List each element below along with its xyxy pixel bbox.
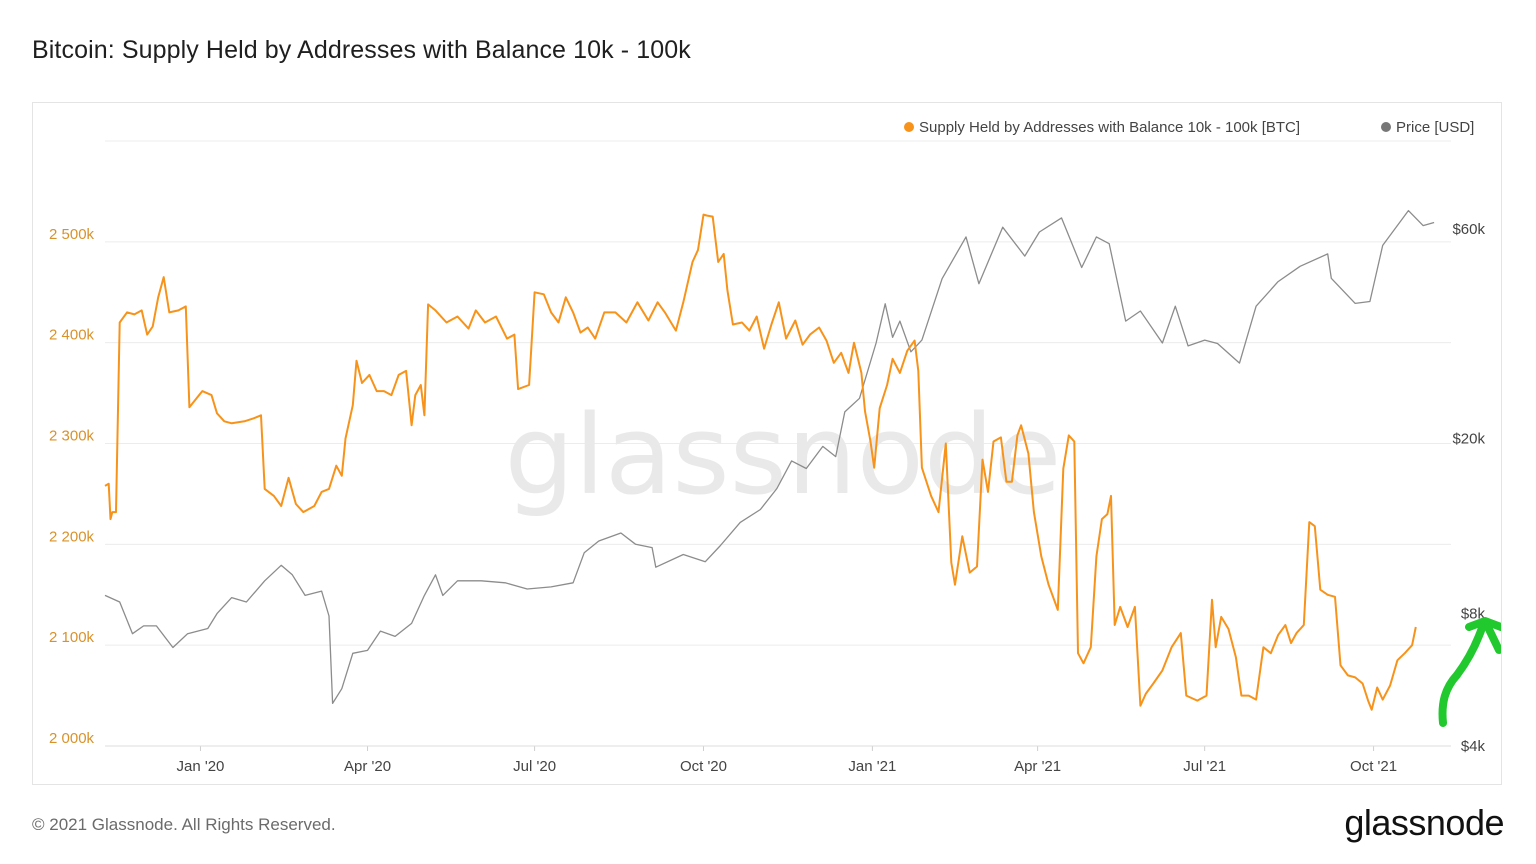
left-tick-label: 2 100k [49,629,95,646]
x-tick-label: Jan '21 [848,758,896,775]
left-tick-label: 2 500k [49,226,95,243]
legend-supply-marker [904,122,914,132]
left-tick-label: 2 300k [49,428,95,445]
right-tick-label: $20k [1452,431,1485,448]
chart-canvas: glassnode 2 000k 2 100k 2 200k 2 300k 2 400k… [49,119,1501,775]
chart-title: Bitcoin: Supply Held by Addresses with B… [32,36,691,64]
x-tick-label: Oct '20 [680,758,727,775]
left-y-axis: 2 000k 2 100k 2 200k 2 300k 2 400k 2 500k [49,226,95,747]
left-tick-label: 2 200k [49,528,95,545]
arrow-head [1465,617,1501,654]
supply-series [104,213,1417,711]
legend-price-label[interactable]: Price [USD] [1396,119,1474,136]
left-tick-label: 2 000k [49,730,95,747]
x-tick-label: Jan '20 [177,758,225,775]
right-tick-label: $4k [1461,738,1486,755]
footer-copyright: © 2021 Glassnode. All Rights Reserved. [32,815,336,834]
x-axis: Jan '20 Apr '20 Jul '20 Oct '20 Jan '21 Apr '… [105,745,1451,775]
right-y-axis: $4k $8k $20k $60k [1452,221,1485,755]
price-series [104,209,1435,705]
grid-lines [105,140,1451,747]
x-tick-label: Apr '21 [1014,758,1061,775]
x-tick-label: Jul '20 [513,758,556,775]
x-tick-label: Oct '21 [1350,758,1397,775]
arrow-shaft [1438,621,1487,727]
left-tick-label: 2 400k [49,327,95,344]
price-line [104,209,1435,705]
supply-line [104,213,1417,711]
footer-logo[interactable]: glassnode [1344,802,1504,843]
x-tick-label: Jul '21 [1183,758,1226,775]
legend-price-marker [1381,122,1391,132]
right-tick-label: $8k [1461,606,1486,623]
chart-frame: glassnode 2 000k 2 100k 2 200k 2 300k 2 400k… [32,102,1502,785]
legend[interactable]: Supply Held by Addresses with Balance 10… [904,119,1474,136]
watermark-text: glassnode [505,391,1062,519]
legend-supply-label[interactable]: Supply Held by Addresses with Balance 10… [919,119,1300,136]
green-arrow-annotation [1438,617,1501,727]
right-tick-label: $60k [1452,221,1485,238]
x-tick-label: Apr '20 [344,758,391,775]
